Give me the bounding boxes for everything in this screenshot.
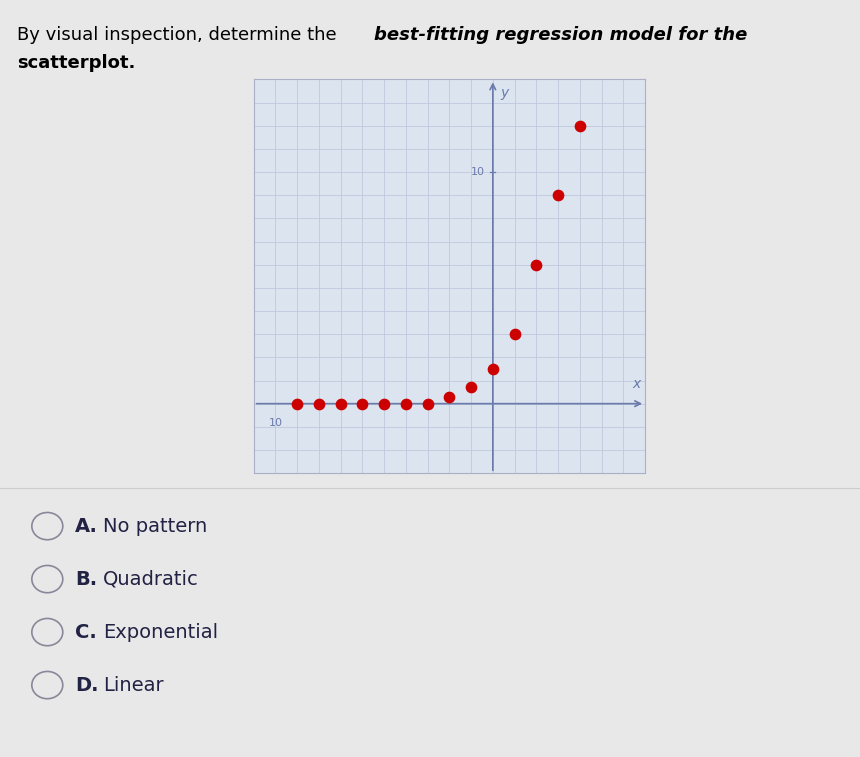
Text: y: y [501,86,508,101]
Point [399,397,413,410]
Point [530,259,544,271]
Text: 10: 10 [471,167,485,177]
Text: best-fitting regression model for the: best-fitting regression model for the [374,26,747,45]
Point [486,363,500,375]
Text: D.: D. [75,675,98,695]
Text: Linear: Linear [103,675,163,695]
Point [291,397,304,410]
Text: B.: B. [75,569,97,589]
Text: A.: A. [75,516,98,536]
Text: Quadratic: Quadratic [103,569,199,589]
Point [334,397,347,410]
Text: By visual inspection, determine the: By visual inspection, determine the [17,26,342,45]
Point [378,397,391,410]
Point [507,328,521,340]
Text: No pattern: No pattern [103,516,207,536]
Text: scatterplot.: scatterplot. [17,54,136,72]
Text: x: x [632,377,641,391]
Point [312,397,326,410]
Point [355,397,369,410]
Point [464,382,478,394]
Text: C.: C. [75,622,96,642]
Point [442,391,456,403]
Point [551,189,565,201]
Point [573,120,587,132]
Text: Exponential: Exponential [103,622,218,642]
Text: 10: 10 [268,418,282,428]
Point [421,397,434,410]
